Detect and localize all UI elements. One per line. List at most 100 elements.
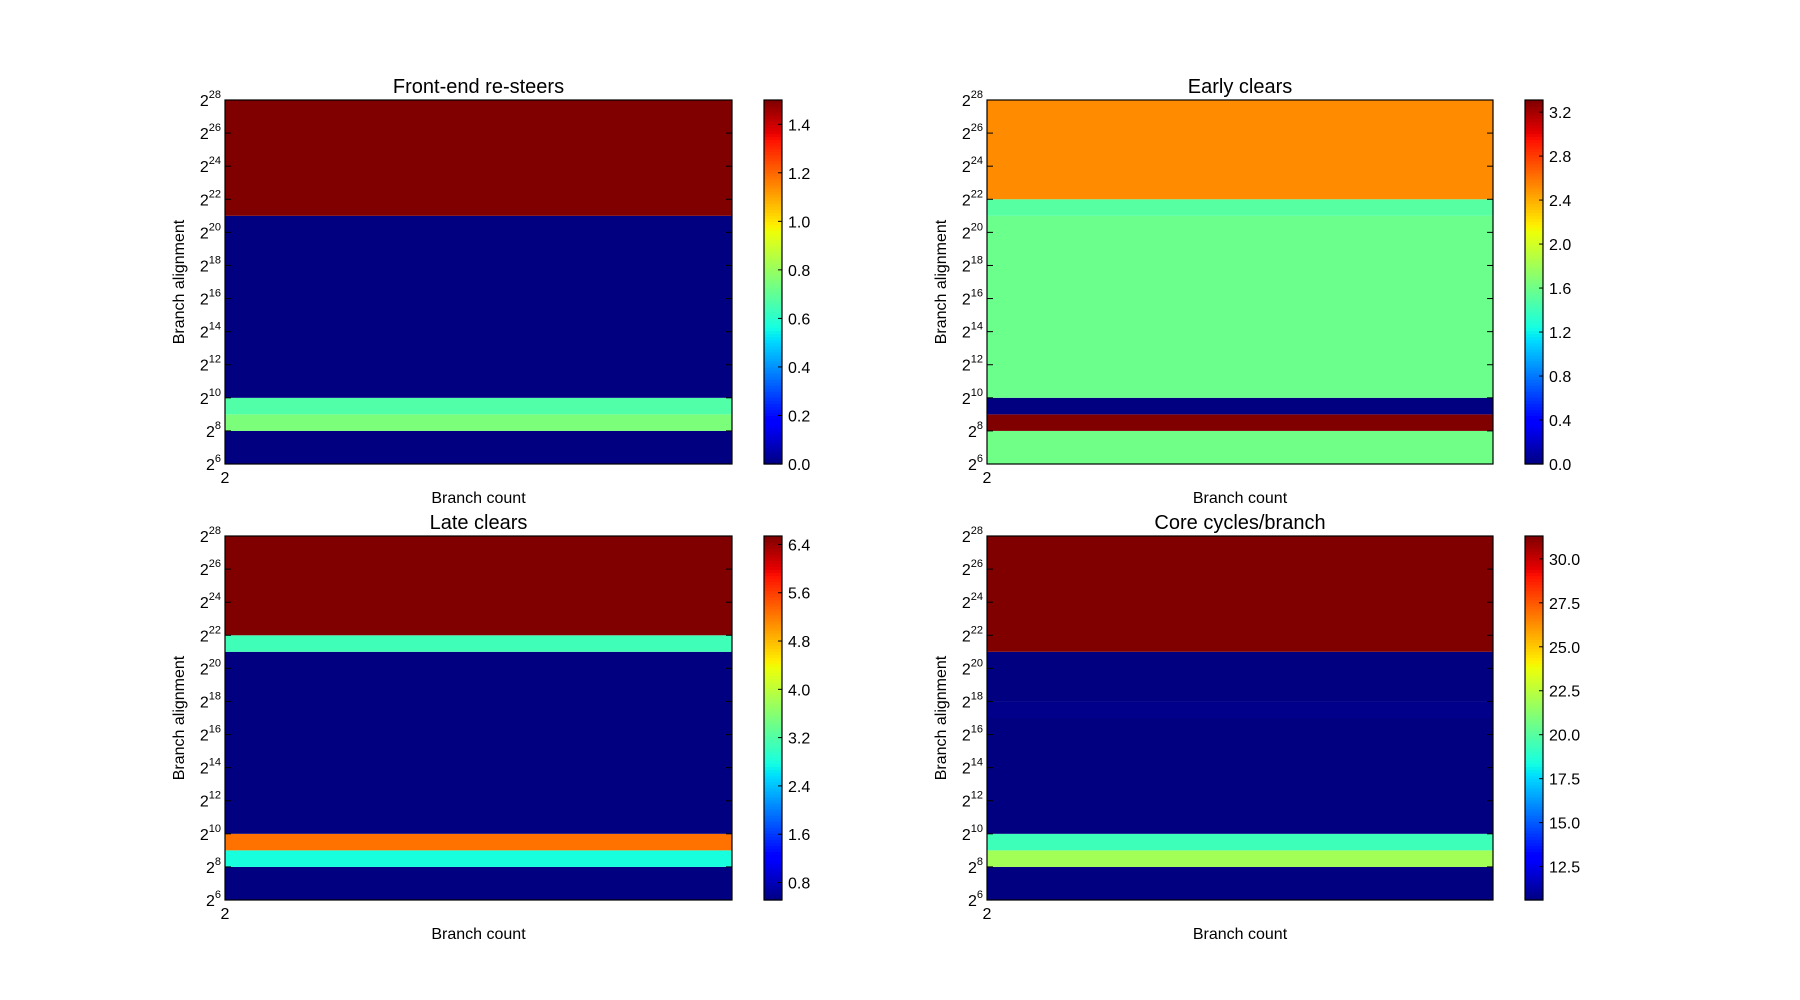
colorbar-tick-label: 1.4 — [788, 117, 810, 134]
colorbar-segment — [764, 678, 782, 683]
colorbar-segment — [1525, 596, 1543, 601]
y-tick-exponent: 24 — [971, 155, 983, 167]
colorbar-segment — [1525, 278, 1543, 283]
colorbar: 0.0 0.4 0.8 1.2 1.6 2.0 2.4 2.8 3.2 — [1524, 99, 1571, 474]
y-tick-base: 2 — [200, 192, 209, 209]
y-tick-base: 2 — [968, 457, 977, 474]
colorbar-segment — [1525, 608, 1543, 613]
y-tick-base: 2 — [962, 595, 971, 612]
colorbar-segment — [764, 614, 782, 619]
y-tick-label: 210 — [200, 823, 221, 844]
colorbar-segment — [764, 599, 782, 604]
heatmap-cell — [225, 100, 732, 216]
colorbar-segment — [1525, 460, 1543, 465]
colorbar-segment — [764, 836, 782, 840]
colorbar-segment — [1525, 869, 1543, 874]
colorbar-segment — [1525, 630, 1543, 634]
colorbar-segment — [764, 157, 782, 162]
colorbar-tick-label: 12.5 — [1549, 860, 1580, 877]
colorbar-segment — [1525, 551, 1543, 555]
y-tick-label: 26 — [206, 889, 221, 910]
colorbar-segment — [1525, 348, 1543, 353]
chart-title: Front-end re-steers — [393, 76, 564, 98]
colorbar: 0.8 1.6 2.4 3.2 4.0 4.8 5.6 6.4 — [763, 535, 810, 901]
colorbar-segment — [764, 382, 782, 386]
colorbar-segment — [1525, 257, 1543, 262]
colorbar-segment — [764, 721, 782, 725]
colorbar-segment — [764, 893, 782, 898]
colorbar-segment — [764, 578, 782, 583]
colorbar-segment — [1525, 681, 1543, 686]
colorbar-segment — [764, 351, 782, 356]
y-tick-exponent: 18 — [971, 690, 983, 702]
colorbar-segment — [764, 245, 782, 250]
colorbar-tick-label: 5.6 — [788, 586, 810, 603]
colorbar: 0.0 0.2 0.4 0.6 0.8 1.0 1.2 1.4 — [763, 99, 810, 474]
colorbar-segment — [764, 666, 782, 671]
colorbar-segment — [1525, 830, 1543, 834]
colorbar-segment — [764, 654, 782, 658]
y-tick-exponent: 24 — [971, 591, 983, 603]
colorbar-segment — [1525, 809, 1543, 813]
colorbar-tick-label: 1.2 — [788, 166, 810, 183]
colorbar-segment — [1525, 617, 1543, 622]
colorbar-segment — [764, 133, 782, 137]
colorbar-segment — [1525, 602, 1543, 607]
y-tick-label: 218 — [962, 254, 983, 275]
colorbar-segment — [1525, 436, 1543, 441]
y-tick-base: 2 — [200, 595, 209, 612]
y-tick-label: 212 — [962, 354, 983, 375]
heatmap-cell — [987, 866, 1493, 900]
colorbar-segment — [764, 321, 782, 326]
colorbar-segment — [764, 848, 782, 853]
colorbar-tick-label: 2.4 — [1549, 193, 1571, 210]
colorbar-segment — [1525, 430, 1543, 435]
colorbar-segment — [1525, 112, 1543, 116]
y-tick-label: 212 — [962, 790, 983, 811]
colorbar-segment — [764, 566, 782, 570]
colorbar-segment — [764, 718, 782, 722]
colorbar-segment — [1525, 400, 1543, 404]
colorbar-segment — [764, 357, 782, 362]
colorbar-segment — [764, 139, 782, 144]
colorbar-segment — [1525, 790, 1543, 795]
colorbar-segment — [1525, 845, 1543, 850]
heatmap-cell — [225, 850, 732, 867]
colorbar-segment — [764, 418, 782, 423]
x-axis-label: Branch count — [431, 490, 526, 507]
y-tick-base: 2 — [200, 628, 209, 645]
x-tick-label: 2 — [983, 906, 992, 923]
colorbar-segment — [1525, 218, 1543, 222]
colorbar-segment — [764, 693, 782, 698]
y-tick-label: 220 — [962, 221, 983, 242]
colorbar-tick-label: 0.0 — [1549, 457, 1571, 474]
colorbar-segment — [764, 827, 782, 831]
colorbar-segment — [1525, 315, 1543, 319]
colorbar-segment — [764, 345, 782, 350]
y-tick-base: 2 — [962, 628, 971, 645]
y-tick-exponent: 6 — [215, 453, 221, 465]
y-tick-base: 2 — [962, 391, 971, 408]
heatmap-cell — [225, 430, 732, 464]
colorbar-segment — [764, 151, 782, 156]
y-tick-base: 2 — [200, 794, 209, 811]
colorbar-segment — [764, 263, 782, 268]
colorbar-segment — [764, 348, 782, 353]
colorbar-segment — [764, 218, 782, 222]
colorbar-segment — [764, 714, 782, 719]
colorbar-segment — [764, 330, 782, 335]
x-tick-label: 2 — [221, 906, 230, 923]
colorbar-segment — [764, 130, 782, 134]
colorbar-segment — [1525, 445, 1543, 450]
colorbar-tick-label: 0.6 — [788, 311, 810, 328]
colorbar-segment — [1525, 878, 1543, 883]
colorbar-segment — [1525, 130, 1543, 134]
y-tick-exponent: 28 — [209, 89, 221, 101]
colorbar-segment — [1525, 821, 1543, 825]
colorbar-segment — [1525, 118, 1543, 122]
y-tick-label: 214 — [962, 757, 983, 778]
colorbar-segment — [764, 397, 782, 401]
y-tick-exponent: 12 — [209, 354, 221, 366]
colorbar-segment — [1525, 560, 1543, 564]
colorbar-segment — [1525, 590, 1543, 595]
